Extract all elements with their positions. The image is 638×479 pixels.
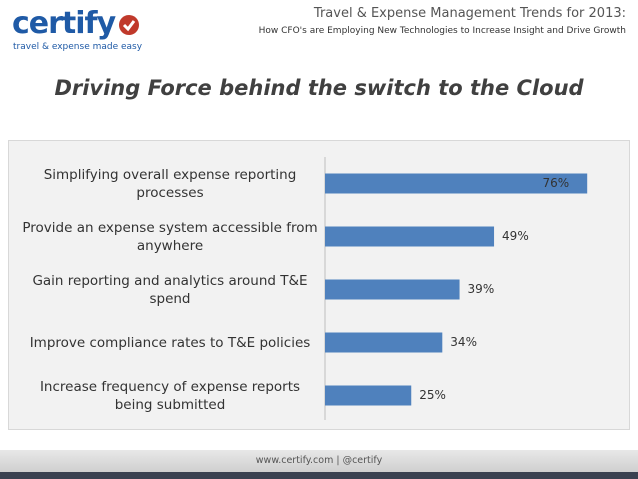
bar bbox=[325, 173, 588, 194]
chart-title: Driving Force behind the switch to the C… bbox=[54, 76, 584, 100]
category-label: Simplifying overall expense reporting pr… bbox=[43, 166, 297, 201]
footer-text: www.certify.com | @certify bbox=[255, 455, 383, 466]
bar bbox=[325, 279, 460, 300]
category-label: Improve compliance rates to T&E policies bbox=[29, 334, 311, 351]
logo: certify bbox=[12, 6, 140, 41]
bar bbox=[325, 385, 412, 406]
bar bbox=[325, 226, 495, 247]
tagline: travel & expense made easy bbox=[13, 42, 143, 52]
bar bbox=[325, 332, 443, 353]
value-label: 39% bbox=[468, 282, 495, 296]
category-label: Provide an expense system accessible fro… bbox=[22, 219, 318, 254]
header-title: Travel & Expense Management Trends for 2… bbox=[313, 6, 626, 21]
header-subtitle: How CFO's are Employing New Technologies… bbox=[258, 26, 626, 36]
footer-strip bbox=[0, 472, 638, 479]
value-label: 76% bbox=[543, 176, 570, 190]
category-label: Gain reporting and analytics around T&E … bbox=[32, 272, 308, 307]
footer-bar bbox=[0, 450, 638, 472]
category-label: Increase frequency of expense reports be… bbox=[39, 378, 301, 413]
value-label: 25% bbox=[419, 388, 446, 402]
value-label: 49% bbox=[502, 229, 529, 243]
logo-text: certify bbox=[12, 6, 116, 41]
logo-check bbox=[119, 14, 140, 35]
value-label: 34% bbox=[450, 335, 477, 349]
